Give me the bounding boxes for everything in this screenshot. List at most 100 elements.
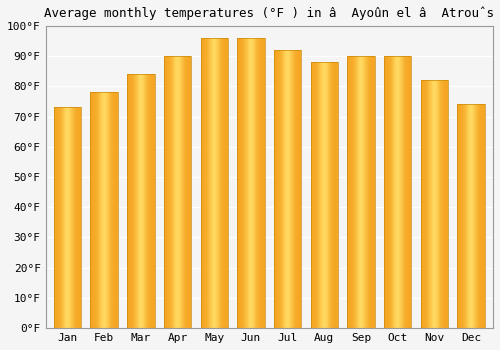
Bar xyxy=(429,80,430,328)
Bar xyxy=(72,107,73,328)
Bar xyxy=(97,92,98,328)
Bar xyxy=(331,62,332,328)
Bar xyxy=(204,38,205,328)
Bar xyxy=(458,104,459,328)
Bar xyxy=(325,62,326,328)
Bar xyxy=(74,107,76,328)
Bar xyxy=(112,92,113,328)
Bar xyxy=(372,56,373,328)
Bar xyxy=(136,74,137,328)
Bar xyxy=(312,62,313,328)
Bar xyxy=(140,74,141,328)
Bar xyxy=(165,56,166,328)
Bar xyxy=(411,56,412,328)
Bar xyxy=(128,74,129,328)
Bar xyxy=(205,38,206,328)
Bar xyxy=(217,38,218,328)
Bar xyxy=(115,92,116,328)
Bar xyxy=(332,62,333,328)
Bar xyxy=(319,62,320,328)
Bar xyxy=(316,62,317,328)
Bar xyxy=(474,104,475,328)
Bar xyxy=(389,56,390,328)
Bar xyxy=(132,74,133,328)
Bar xyxy=(370,56,371,328)
Bar xyxy=(223,38,224,328)
Bar xyxy=(135,74,136,328)
Bar xyxy=(113,92,114,328)
Bar xyxy=(252,38,253,328)
Bar xyxy=(385,56,386,328)
Bar xyxy=(362,56,363,328)
Bar xyxy=(190,56,191,328)
Bar xyxy=(311,62,312,328)
Bar xyxy=(301,50,302,328)
Bar xyxy=(66,107,67,328)
Bar xyxy=(478,104,479,328)
Bar xyxy=(178,56,180,328)
Bar xyxy=(400,56,401,328)
Bar xyxy=(404,56,405,328)
Bar xyxy=(202,38,203,328)
Bar xyxy=(422,80,423,328)
Bar xyxy=(420,80,421,328)
Bar xyxy=(288,50,290,328)
Bar xyxy=(388,56,389,328)
Bar xyxy=(439,80,440,328)
Bar xyxy=(167,56,168,328)
Bar xyxy=(57,107,58,328)
Bar xyxy=(168,56,169,328)
Bar xyxy=(56,107,57,328)
Bar xyxy=(212,38,213,328)
Bar xyxy=(153,74,154,328)
Bar xyxy=(314,62,315,328)
Bar xyxy=(359,56,360,328)
Bar xyxy=(201,38,202,328)
Bar xyxy=(310,62,338,328)
Bar xyxy=(62,107,63,328)
Bar xyxy=(291,50,292,328)
Bar xyxy=(106,92,107,328)
Bar xyxy=(351,56,352,328)
Bar xyxy=(248,38,249,328)
Bar xyxy=(274,50,301,328)
Bar xyxy=(131,74,132,328)
Bar xyxy=(108,92,109,328)
Bar xyxy=(164,56,165,328)
Bar xyxy=(399,56,400,328)
Bar xyxy=(130,74,131,328)
Bar xyxy=(224,38,226,328)
Bar xyxy=(116,92,117,328)
Bar xyxy=(209,38,210,328)
Bar xyxy=(255,38,256,328)
Bar xyxy=(324,62,325,328)
Bar xyxy=(384,56,385,328)
Bar xyxy=(426,80,427,328)
Bar xyxy=(249,38,250,328)
Bar xyxy=(284,50,285,328)
Bar xyxy=(103,92,104,328)
Bar xyxy=(114,92,115,328)
Bar xyxy=(173,56,174,328)
Bar xyxy=(475,104,476,328)
Bar xyxy=(310,62,311,328)
Bar xyxy=(214,38,215,328)
Bar xyxy=(92,92,93,328)
Bar xyxy=(138,74,140,328)
Bar xyxy=(447,80,448,328)
Bar xyxy=(54,107,82,328)
Bar xyxy=(261,38,262,328)
Bar xyxy=(484,104,485,328)
Bar xyxy=(141,74,142,328)
Bar xyxy=(91,92,92,328)
Bar xyxy=(90,92,91,328)
Bar xyxy=(274,50,275,328)
Bar xyxy=(367,56,368,328)
Bar xyxy=(354,56,355,328)
Bar xyxy=(206,38,207,328)
Bar xyxy=(226,38,227,328)
Bar xyxy=(251,38,252,328)
Bar xyxy=(290,50,291,328)
Bar xyxy=(348,56,349,328)
Bar xyxy=(386,56,387,328)
